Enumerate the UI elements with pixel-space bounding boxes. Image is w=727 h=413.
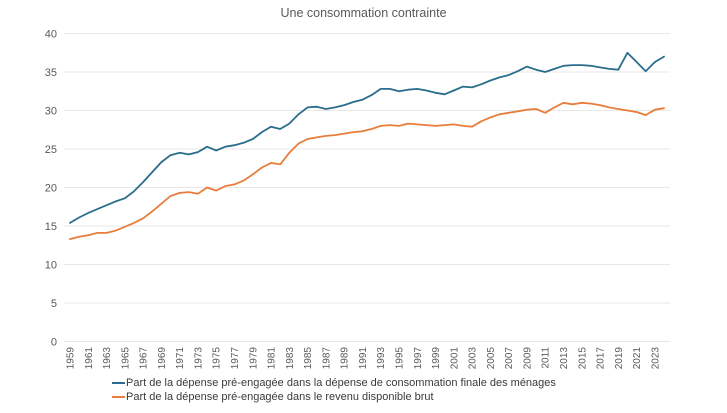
legend-line-swatch-icon [112,395,125,399]
svg-text:1967: 1967 [139,347,150,370]
svg-text:25: 25 [45,144,57,156]
svg-text:2021: 2021 [632,347,643,370]
svg-text:2009: 2009 [522,347,533,370]
svg-text:2001: 2001 [449,347,460,370]
svg-text:1999: 1999 [431,347,442,370]
svg-text:2015: 2015 [577,347,588,370]
chart-title: Une consommation contrainte [280,6,447,20]
legend-item-income-share: Part de la dépense pré-engagée dans le r… [112,390,556,404]
svg-text:5: 5 [51,298,57,310]
svg-text:1977: 1977 [230,347,241,370]
legend-label: Part de la dépense pré-engagée dans le r… [126,391,434,403]
svg-text:40: 40 [45,29,57,41]
svg-text:2005: 2005 [486,347,497,370]
svg-text:1963: 1963 [102,347,113,370]
svg-text:1965: 1965 [120,347,131,370]
legend-line-swatch-icon [112,381,125,385]
svg-text:1979: 1979 [248,347,259,370]
svg-text:20: 20 [45,183,57,195]
line-chart: 0 5 10 15 20 25 30 35 40 1959 1961 1963 1965 1967 1969… [45,29,670,370]
svg-text:10: 10 [45,260,57,272]
svg-text:1993: 1993 [376,347,387,370]
svg-text:0: 0 [51,337,57,349]
svg-text:1983: 1983 [285,347,296,370]
svg-text:1985: 1985 [303,347,314,370]
svg-text:2017: 2017 [596,347,607,370]
svg-text:1959: 1959 [66,347,77,370]
svg-text:1973: 1973 [193,347,204,370]
svg-text:1987: 1987 [321,347,332,370]
svg-text:1961: 1961 [84,347,95,370]
svg-text:1975: 1975 [212,347,223,370]
svg-text:15: 15 [45,221,57,233]
svg-text:1991: 1991 [358,347,369,370]
svg-text:2011: 2011 [541,347,552,369]
svg-text:2003: 2003 [468,347,479,370]
svg-text:35: 35 [45,67,57,79]
svg-text:2023: 2023 [650,347,661,370]
svg-text:2007: 2007 [504,347,515,370]
svg-text:30: 30 [45,106,57,118]
svg-text:1997: 1997 [413,347,424,370]
chart-legend: Part de la dépense pré-engagée dans la d… [112,376,556,404]
svg-text:1995: 1995 [394,347,405,370]
legend-item-consumption-share: Part de la dépense pré-engagée dans la d… [112,376,556,390]
svg-text:1971: 1971 [175,347,186,370]
svg-text:1969: 1969 [157,347,168,370]
svg-text:1989: 1989 [340,347,351,370]
svg-text:2013: 2013 [559,347,570,370]
svg-text:1981: 1981 [267,347,278,370]
legend-label: Part de la dépense pré-engagée dans la d… [126,377,556,389]
svg-text:2019: 2019 [614,347,625,370]
